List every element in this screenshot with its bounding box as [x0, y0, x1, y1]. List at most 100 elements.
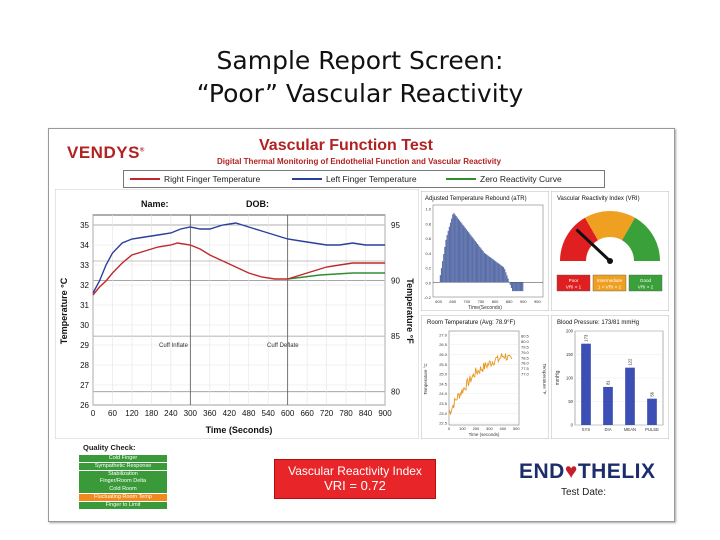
quality-check-item: Fluctuating Room Temp — [79, 493, 167, 502]
gauge-box-range: 1 < VRI < 2 — [598, 285, 622, 290]
rebound-bar — [455, 216, 457, 283]
vendys-logo-mark: ® — [139, 147, 145, 154]
rebound-bar — [475, 242, 478, 283]
rebound-bar — [491, 258, 493, 283]
rebound-bar — [480, 248, 482, 283]
rebound-bar — [439, 275, 441, 283]
rebound-bar — [501, 266, 504, 283]
rebound-bar — [452, 214, 454, 283]
temperature-x-tick-label: 480 — [242, 409, 256, 418]
rebound-bar — [522, 282, 524, 292]
bp-bar — [625, 367, 635, 425]
rebound-y-tick-label: 0.6 — [425, 236, 431, 241]
rebound-bar — [483, 252, 485, 283]
legend-right-finger: Right Finger Temperature — [164, 174, 261, 184]
room-left-tick-label: 24.5 — [439, 381, 448, 386]
quality-check-item: Stabilization — [79, 470, 167, 478]
rebound-bars — [433, 213, 543, 292]
room-ylabel-left: Temperature °C — [423, 362, 428, 394]
temperature-left-tick-label: 28 — [80, 361, 89, 370]
rebound-bar — [477, 244, 479, 283]
temperature-left-tick-label: 34 — [80, 241, 89, 250]
temperature-right-tick-label: 80 — [391, 388, 400, 397]
gauge-needle-hub — [607, 258, 613, 264]
temperature-left-tick-label: 33 — [80, 261, 89, 270]
rebound-x-ticks: 600 650 700 750 800 850 900 950 — [435, 299, 541, 304]
temperature-left-tick-label: 30 — [80, 321, 89, 330]
gauge-needle-line — [575, 228, 612, 263]
temperature-chart: Name: DOB: Cuff Inflate Cuff Deflate 35 3… — [54, 188, 420, 440]
rebound-bar — [493, 260, 496, 283]
gauge-box-label: Intermediate — [597, 278, 623, 283]
bp-ylabel: mmHg — [555, 370, 561, 385]
bp-value-label: 56 — [650, 391, 655, 396]
rebound-y-tick-label: 0.8 — [425, 221, 431, 226]
rebound-bar — [497, 262, 499, 283]
rebound-bar — [458, 220, 461, 283]
patient-name-label: Name: — [141, 199, 169, 209]
rebound-bar — [467, 232, 470, 283]
rebound-bar — [489, 257, 491, 283]
gauge-arc-good — [622, 217, 660, 261]
rebound-x-tick-label: 950 — [534, 299, 541, 304]
temperature-x-tick-label: 540 — [262, 409, 276, 418]
rebound-bar — [460, 221, 462, 283]
slide-title: Sample Report Screen: “Poor” Vascular Re… — [0, 44, 720, 110]
rebound-x-tick-label: 600 — [435, 299, 442, 304]
room-right-tick-label: 80.0 — [521, 339, 530, 344]
room-x-tick-label: 400 — [500, 426, 507, 431]
rebound-bar — [440, 268, 443, 283]
bp-bar — [581, 343, 591, 425]
vendys-logo: VENDYS® — [67, 143, 145, 163]
temperature-left-tick-label: 26 — [80, 401, 89, 410]
rebound-bar — [507, 278, 509, 283]
rebound-bar — [465, 229, 467, 283]
bp-category-label: SYS — [582, 427, 591, 432]
rebound-bar — [510, 282, 513, 288]
right-finger-temperature-line — [92, 242, 385, 296]
room-right-tick-label: 78.0 — [521, 361, 530, 366]
rebound-bar — [488, 256, 490, 283]
temperature-right-tick-label: 85 — [391, 332, 400, 341]
legend-left-finger: Left Finger Temperature — [326, 174, 417, 184]
bp-bars: SYS 173 DIA 81 MEAN 122 PULSE 56 — [581, 334, 659, 432]
quality-check-item: Sympathetic Response — [79, 462, 167, 470]
rebound-bar — [517, 282, 519, 292]
room-temperature-chart: Room Temperature (Avg: 78.9°F) 27.0 26.5 2… — [420, 314, 550, 440]
quality-check-item: Finger to Limit — [79, 501, 167, 509]
quality-check-item: Cold Room — [79, 486, 167, 494]
rebound-bar — [515, 282, 517, 292]
rebound-bar — [447, 230, 449, 283]
annot-cuff-deflate: Cuff Deflate — [267, 343, 299, 349]
rebound-bar — [473, 239, 475, 283]
rebound-bar — [495, 261, 497, 283]
room-x-tick-label: 300 — [486, 426, 493, 431]
rebound-bar — [509, 282, 511, 285]
bp-value-label: 173 — [584, 334, 589, 342]
room-x-tick-label: 200 — [473, 426, 480, 431]
rebound-bar — [499, 264, 501, 283]
room-xlabel: Time (seconds) — [469, 432, 500, 437]
bp-bar — [603, 386, 613, 425]
gauge-box — [628, 274, 663, 292]
room-right-tick-label: 77.0 — [521, 372, 530, 377]
rebound-bar — [456, 217, 458, 283]
rebound-chart: Adjusted Temperature Rebound (aTR) 1.0 0.… — [420, 190, 550, 312]
slide-title-line1: Sample Report Screen: — [216, 46, 504, 75]
temperature-right-tick-label: 95 — [391, 221, 400, 230]
rebound-x-tick-label: 800 — [492, 299, 499, 304]
rebound-bar — [451, 218, 453, 283]
bp-value-label: 81 — [606, 380, 611, 385]
main-chart-legend: Right Finger Temperature Left Finger Tem… — [123, 170, 605, 188]
endothelix-logo: END♥THELIX — [519, 460, 655, 484]
rebound-bar — [444, 246, 446, 283]
gauge-box — [556, 274, 591, 292]
temperature-right-ticks: 95 90 85 80 — [391, 221, 400, 397]
gauge-boxes: Poor VRI < 1 Intermediate 1 < VRI < 2 Good VR… — [556, 274, 663, 292]
rebound-bar — [471, 236, 473, 283]
room-left-tick-label: 23.0 — [439, 411, 448, 416]
rebound-bar — [496, 262, 498, 283]
vendys-logo-text: VENDYS — [67, 143, 140, 162]
temperature-ylabel-right: Temperature °F — [405, 278, 415, 344]
rebound-bar — [454, 214, 456, 283]
